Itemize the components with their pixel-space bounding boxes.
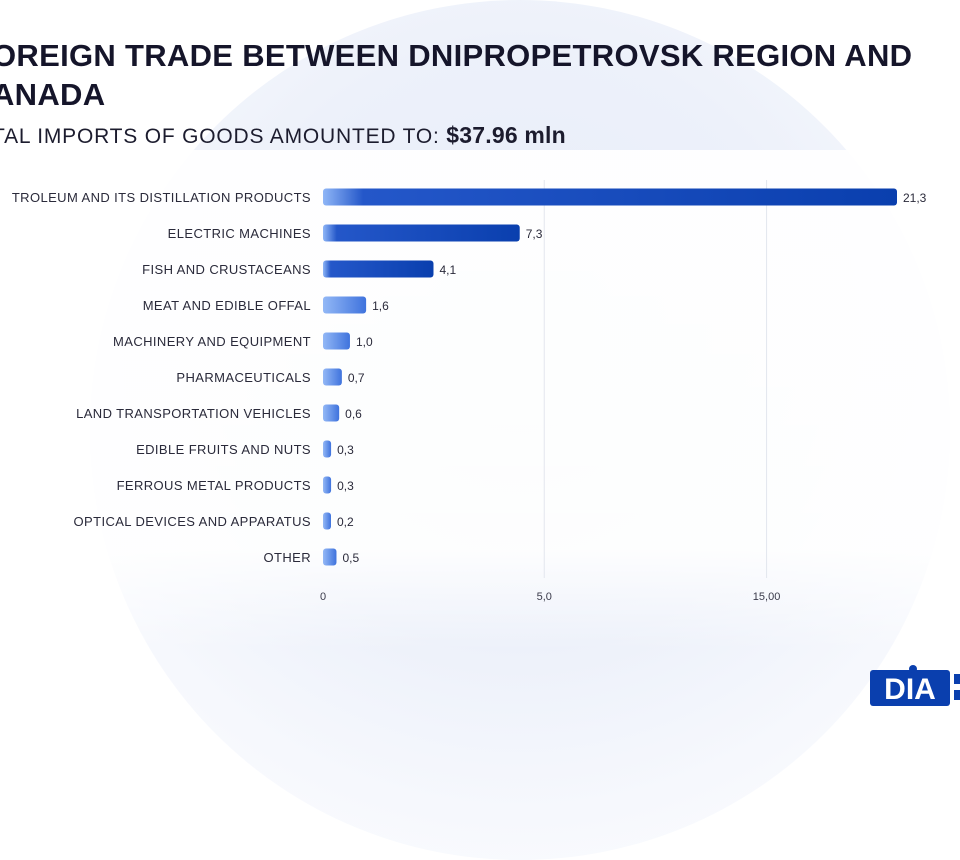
bar-chart: 0 5,0 15,00 TROLEUM AND ITS DISTILLATION PR… (12, 180, 927, 603)
bar (323, 296, 367, 314)
category-label: MEAT AND EDIBLE OFFAL (143, 298, 311, 313)
value-label: 0,3 (337, 443, 354, 457)
bar (323, 188, 897, 206)
value-label: 0,3 (337, 479, 354, 493)
category-label: OTHER (264, 550, 312, 565)
bar (323, 404, 340, 422)
x-tick-label: 0 (320, 591, 326, 603)
category-label: ELECTRIC MACHINES (168, 226, 311, 241)
category-label: TROLEUM AND ITS DISTILLATION PRODUCTS (12, 190, 311, 205)
category-label: FISH AND CRUSTACEANS (142, 262, 311, 277)
grid-layer (543, 180, 768, 578)
category-label: MACHINERY AND EQUIPMENT (113, 334, 311, 349)
bar (323, 512, 331, 530)
bar (323, 476, 332, 494)
bar (323, 224, 520, 242)
category-label: OPTICAL DEVICES AND APPARATUS (74, 514, 311, 529)
value-label: 0,2 (337, 515, 354, 529)
logo-text: DIA (884, 673, 936, 706)
bar (323, 368, 342, 386)
bars-layer (323, 188, 897, 566)
bar (323, 260, 434, 278)
value-label: 21,3 (903, 191, 927, 205)
category-label: EDIBLE FRUITS AND NUTS (136, 442, 311, 457)
value-label: 1,0 (356, 335, 373, 349)
category-label: LAND TRANSPORTATION VEHICLES (76, 406, 311, 421)
x-tick-label: 5,0 (537, 591, 552, 603)
chart-subtitle: TAL IMPORTS OF GOODS AMOUNTED TO: $37.96… (0, 120, 566, 152)
bar (323, 440, 332, 458)
x-tick-label: 15,00 (753, 591, 781, 603)
chart-title: OREIGN TRADE BETWEEN DNIPROPETROVSK REGI… (0, 38, 913, 112)
dia-logo-icon: DIA (870, 665, 960, 706)
value-label: 0,7 (348, 371, 365, 385)
value-label: 0,6 (345, 407, 362, 421)
value-label: 0,5 (342, 551, 359, 565)
total-imports-amount: $37.96 mln (446, 122, 566, 148)
bar (323, 332, 350, 350)
category-label: FERROUS METAL PRODUCTS (117, 478, 311, 493)
value-label: 4,1 (439, 263, 456, 277)
category-label: PHARMACEUTICALS (176, 370, 311, 385)
value-label: 1,6 (372, 299, 389, 313)
bar (323, 548, 337, 566)
labels-layer: 0 5,0 15,00 TROLEUM AND ITS DISTILLATION PR… (12, 190, 927, 603)
value-label: 7,3 (526, 227, 543, 241)
subtitle-prefix: TAL IMPORTS OF GOODS AMOUNTED TO: (0, 125, 440, 148)
